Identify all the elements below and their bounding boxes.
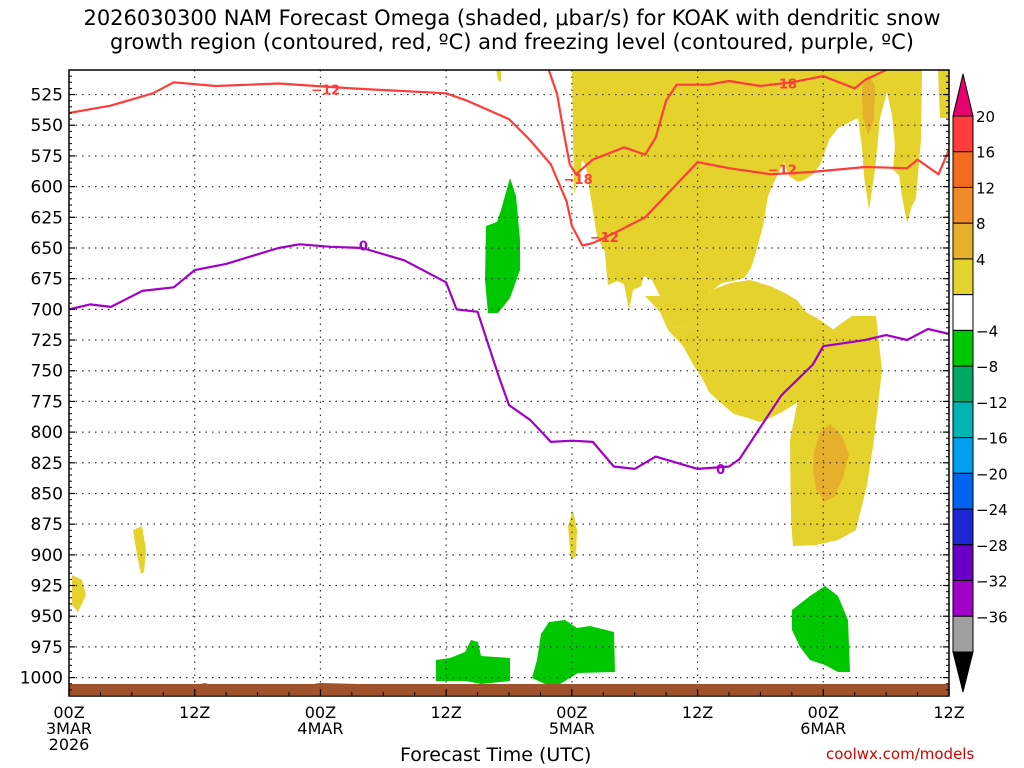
x-tick-label: 00Z [305, 703, 336, 722]
colorbar-label: 20 [976, 108, 995, 126]
y-tick-label: 750 [31, 362, 63, 382]
colorbar-box [952, 401, 974, 439]
title-line-1: 2026030300 NAM Forecast Omega (shaded, μ… [83, 6, 941, 30]
contour-label: −12 [311, 84, 340, 99]
colorbar-box [952, 186, 974, 224]
colorbar-label: 8 [976, 215, 986, 233]
x-tick-label: 12Z [933, 703, 964, 722]
contour-lines [69, 70, 949, 470]
colorbar-label: −28 [976, 537, 1008, 555]
x-tick-label: 2026 [49, 735, 90, 754]
colorbar-box [952, 258, 974, 296]
colorbar: 20 16 12 8 4 −4 −8 −12 −16 −20 −24 −28 −32 −36 [952, 73, 1008, 693]
colorbar-box [952, 365, 974, 403]
colorbar-label: −32 [976, 573, 1008, 591]
colorbar-box [952, 615, 974, 653]
y-tick-label: 725 [31, 331, 63, 351]
contour-label: −12 [768, 163, 797, 178]
y-tick-label: 900 [31, 546, 63, 566]
colorbar-box [952, 151, 974, 188]
chart-title: 2026030300 NAM Forecast Omega (shaded, μ… [0, 6, 1024, 54]
y-tick-label: 925 [31, 577, 63, 597]
contour-label: −12 [590, 231, 619, 246]
x-tick-label: 3MAR [46, 719, 92, 738]
colorbar-label: −24 [976, 501, 1008, 519]
title-line-2: growth region (contoured, red, ºC) and f… [110, 30, 914, 54]
y-axis: 525 550 575 600 625 650 675 700 725 750 775 800 825 8… [20, 75, 949, 691]
y-tick-label: 700 [31, 300, 63, 320]
omega-shade-4-to-8 [568, 510, 577, 560]
y-tick-label: 950 [31, 607, 63, 627]
contour-line-1 [547, 70, 887, 176]
y-tick-label: 1000 [20, 669, 63, 689]
colorbar-label: −4 [976, 322, 998, 340]
x-tick-label: 12Z [682, 703, 713, 722]
colorbar-bottom-arrow [952, 651, 974, 693]
colorbar-top-arrow [952, 73, 974, 117]
omega-shade-neg4-to-neg8 [792, 586, 850, 672]
colorbar-box [952, 508, 974, 546]
colorbar-label: 4 [976, 251, 986, 269]
contour-label: −18 [564, 173, 593, 188]
x-tick-label: 00Z [808, 703, 839, 722]
colorbar-box [952, 222, 974, 260]
colorbar-label: −20 [976, 465, 1008, 483]
colorbar-box [952, 115, 974, 153]
contour-label: 0 [716, 463, 725, 478]
y-tick-label: 875 [31, 515, 63, 535]
contour-line-2 [69, 243, 949, 470]
colorbar-box [952, 544, 974, 582]
y-tick-label: 675 [31, 270, 63, 290]
y-tick-label: 525 [31, 86, 63, 106]
contour-label: −18 [768, 78, 797, 93]
y-tick-label: 625 [31, 208, 63, 228]
omega-shade-neg4-to-neg8 [532, 620, 615, 684]
omega-shading [72, 70, 949, 684]
colorbar-box [952, 580, 974, 617]
omega-shade-4-to-8 [72, 575, 86, 612]
y-tick-label: 600 [31, 178, 63, 198]
colorbar-box [952, 329, 974, 367]
x-tick-label: 00Z [53, 703, 84, 722]
y-tick-label: 825 [31, 454, 63, 474]
y-tick-label: 650 [31, 239, 63, 259]
x-tick-label: 00Z [556, 703, 587, 722]
omega-shade-neg4-to-neg8 [485, 178, 520, 313]
colorbar-label: −16 [976, 430, 1008, 448]
omega-shade-4-to-8 [133, 526, 146, 574]
omega-shade-4-to-8 [645, 280, 834, 422]
x-tick-label: 12Z [430, 703, 461, 722]
x-tick-label: 4MAR [297, 719, 343, 738]
colorbar-label: −12 [976, 394, 1008, 412]
contour-labels: −12 −18 −12 −18 −12 0 0 [311, 78, 797, 478]
y-tick-label: 550 [31, 116, 63, 136]
omega-shade-8-to-12 [813, 424, 849, 502]
omega-shade-4-to-8 [496, 70, 501, 82]
y-tick-label: 975 [31, 638, 63, 658]
y-tick-label: 850 [31, 484, 63, 504]
credit-text: coolwx.com/models [826, 745, 975, 763]
contour-line-0 [69, 81, 949, 247]
colorbar-label: −36 [976, 608, 1008, 626]
contour-label: 0 [359, 240, 368, 255]
omega-shade-neg4-to-neg8 [436, 640, 510, 684]
y-tick-label: 775 [31, 392, 63, 412]
colorbar-label: −8 [976, 358, 998, 376]
colorbar-box [952, 294, 974, 331]
y-tick-label: 800 [31, 423, 63, 443]
colorbar-label: 16 [976, 144, 995, 162]
x-tick-label: 6MAR [800, 719, 846, 738]
omega-shade-8-to-12 [862, 74, 875, 135]
x-tick-label: 12Z [179, 703, 210, 722]
colorbar-label: 12 [976, 179, 995, 197]
x-axis-label: Forecast Time (UTC) [400, 744, 592, 766]
grid [69, 70, 949, 696]
x-tick-label: 5MAR [549, 719, 595, 738]
omega-shade-4-to-8 [572, 70, 949, 330]
y-tick-label: 575 [31, 147, 63, 167]
colorbar-box [952, 437, 974, 474]
colorbar-box [952, 472, 974, 510]
